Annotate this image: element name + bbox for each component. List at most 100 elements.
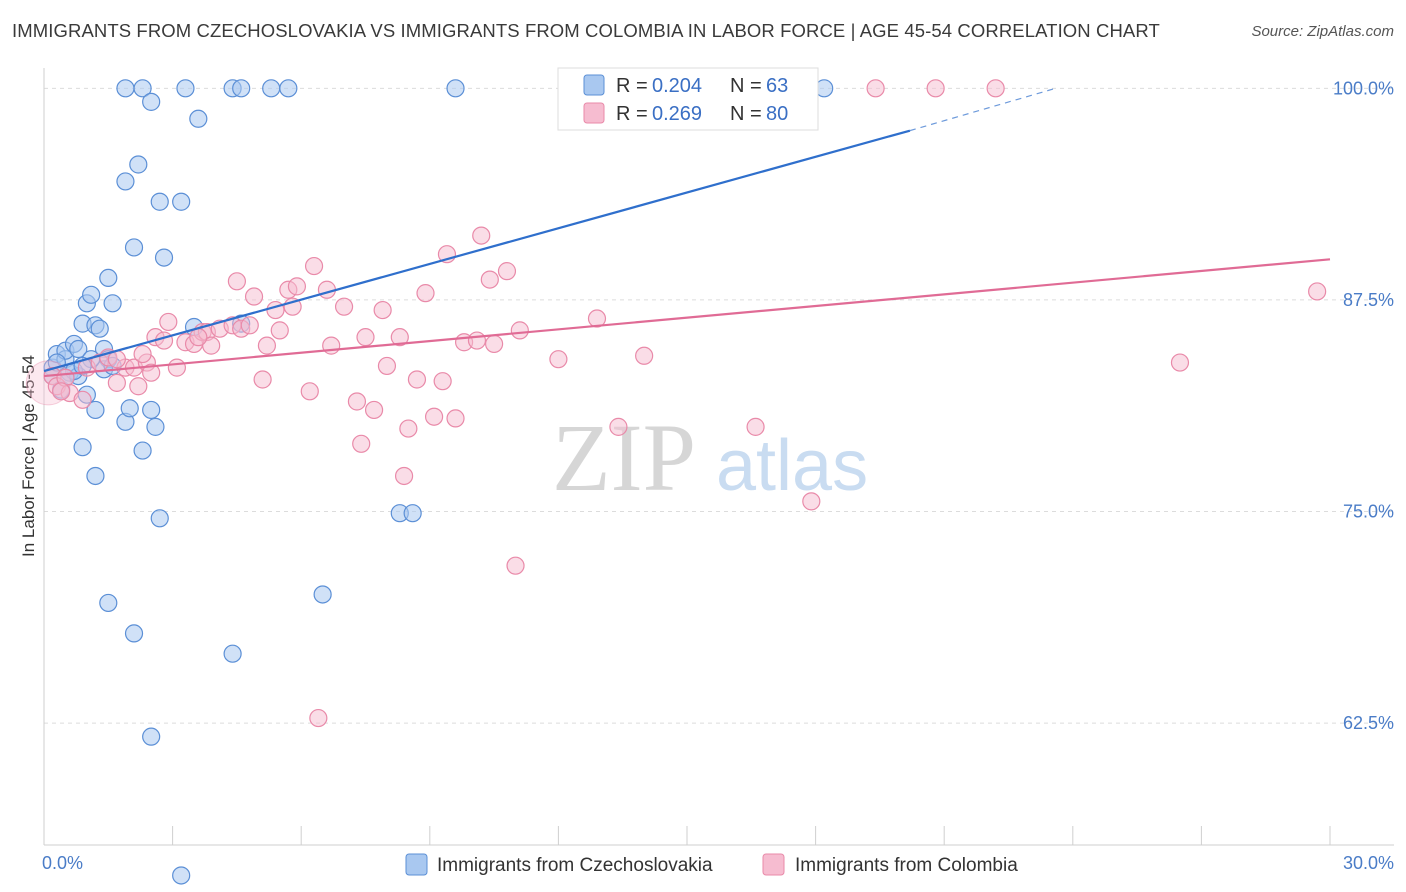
colombia-point xyxy=(467,331,487,350)
czechoslovakia-point xyxy=(116,172,135,191)
bottom-legend-label-czechoslovakia: Immigrants from Czechoslovakia xyxy=(437,855,713,876)
legend-n-value-pink: 80 xyxy=(766,103,788,125)
legend: R = 0.204 N = 63 R = 0.269 N = 80 xyxy=(557,67,819,131)
colombia-point xyxy=(485,334,504,354)
axes xyxy=(43,68,1394,846)
chart-title: IMMIGRANTS FROM CZECHOSLOVAKIA VS IMMIGR… xyxy=(12,20,1160,41)
colombia-point xyxy=(802,492,821,511)
colombia-point xyxy=(416,284,435,303)
colombia-point xyxy=(472,226,491,245)
colombia-point xyxy=(73,390,92,409)
czechoslovakia-point xyxy=(73,438,92,457)
colombia-point xyxy=(356,328,375,347)
colombia-point xyxy=(129,377,148,396)
colombia-point xyxy=(926,79,945,98)
colombia-point xyxy=(309,708,328,728)
colombia-point xyxy=(300,382,319,401)
colombia-point xyxy=(399,419,418,438)
czechoslovakia-point xyxy=(133,79,152,98)
czechoslovakia-point xyxy=(124,624,144,643)
x-tick-marks xyxy=(43,826,1331,845)
czechoslovakia-point xyxy=(176,79,195,98)
colombia-point xyxy=(347,392,367,411)
colombia-point xyxy=(202,336,221,355)
czechoslovakia-point xyxy=(133,441,152,460)
y-tick-labels: 100.0% 87.5% 75.0% 62.5% xyxy=(1333,78,1394,733)
colombia-point xyxy=(377,356,397,376)
colombia-point xyxy=(1308,282,1327,301)
colombia-point xyxy=(287,277,307,296)
colombia-point xyxy=(133,344,152,364)
czechoslovakia-point xyxy=(103,294,122,313)
czechoslovakia-point xyxy=(146,417,165,436)
colombia-point xyxy=(364,400,384,420)
source-label: Source: ZipAtlas.com xyxy=(1251,23,1394,40)
legend-r-value-blue: 0.204 xyxy=(652,75,702,97)
colombia-point xyxy=(270,321,289,340)
czechoslovakia-point xyxy=(99,268,118,288)
y-tick-label-1: 87.5% xyxy=(1343,290,1394,310)
y-tick-label-0: 100.0% xyxy=(1333,78,1394,98)
x-tick-label-0: 0.0% xyxy=(42,853,83,873)
colombia-point xyxy=(424,407,444,426)
bottom-legend: Immigrants from Czechoslovakia Immigrant… xyxy=(405,853,1018,876)
x-tick-label-30: 30.0% xyxy=(1343,853,1394,873)
colombia-point xyxy=(609,417,628,436)
czechoslovakia-point xyxy=(90,319,109,338)
colombia-point xyxy=(154,331,174,350)
czechoslovakia-point xyxy=(403,504,422,523)
colombia-point xyxy=(352,434,371,453)
czechoslovakia-point xyxy=(86,400,105,420)
legend-n-label-blue: N = xyxy=(730,75,762,97)
legend-swatch-pink xyxy=(583,102,605,124)
legend-r-label-blue: R = xyxy=(616,75,648,97)
trendlines xyxy=(43,87,1331,378)
colombia-point xyxy=(1170,353,1190,372)
czechoslovakia-point xyxy=(232,79,251,98)
czechoslovakia-point xyxy=(124,238,144,257)
bottom-legend-swatch-blue xyxy=(405,853,428,876)
colombia-point xyxy=(746,417,765,436)
trendline-colombia xyxy=(43,258,1331,378)
colombia-point xyxy=(506,556,525,575)
czechoslovakia-point xyxy=(142,92,161,111)
colombia-point xyxy=(240,316,259,335)
colombia-point xyxy=(549,350,568,369)
colombia-point xyxy=(373,300,392,320)
czechoslovakia-point xyxy=(142,727,161,746)
czechoslovakia-point xyxy=(189,109,208,128)
czechoslovakia-point xyxy=(120,399,139,418)
czechoslovakia-point xyxy=(313,585,332,604)
czechoslovakia-point xyxy=(116,79,135,98)
colombia-point xyxy=(866,79,885,98)
trendline-czechoslovakia xyxy=(43,129,911,373)
colombia-point xyxy=(167,358,186,377)
czechoslovakia-point xyxy=(172,866,191,885)
colombia-point xyxy=(433,372,452,391)
colombia-point xyxy=(142,363,161,382)
colombia-point xyxy=(510,321,529,340)
colombia-point xyxy=(497,262,517,281)
series-czechoslovakia-points xyxy=(43,79,834,885)
legend-r-value-pink: 0.269 xyxy=(652,103,702,125)
czechoslovakia-point xyxy=(279,79,298,98)
legend-n-label-pink: N = xyxy=(730,103,762,125)
colombia-point xyxy=(253,370,272,389)
colombia-point xyxy=(52,382,71,401)
czechoslovakia-point xyxy=(69,339,88,359)
czechoslovakia-point xyxy=(223,644,242,663)
bottom-legend-swatch-pink xyxy=(762,853,785,876)
czechoslovakia-point xyxy=(86,466,105,486)
legend-n-value-blue: 63 xyxy=(766,75,788,97)
colombia-point xyxy=(446,409,465,428)
bottom-legend-label-colombia: Immigrants from Colombia xyxy=(795,855,1018,876)
colombia-point xyxy=(334,297,354,316)
colombia-point xyxy=(587,309,607,328)
y-tick-label-2: 75.0% xyxy=(1343,502,1394,522)
colombia-point xyxy=(304,256,324,276)
czechoslovakia-point xyxy=(129,155,148,174)
czechoslovakia-point xyxy=(150,192,169,211)
czechoslovakia-point xyxy=(150,509,169,528)
trendline-czechoslovakia-extension xyxy=(909,87,1056,132)
